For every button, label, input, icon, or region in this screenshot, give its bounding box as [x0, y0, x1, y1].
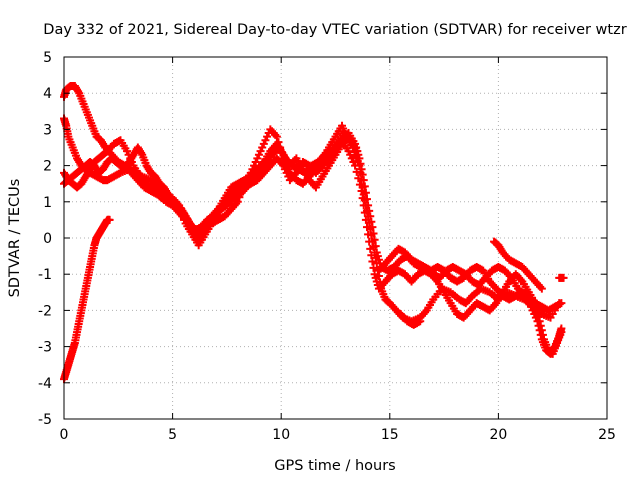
data-point — [359, 201, 368, 210]
data-point — [367, 217, 376, 226]
data-point — [272, 132, 281, 141]
data-point — [364, 230, 373, 239]
series-2 — [60, 81, 566, 358]
data-point — [360, 208, 369, 217]
x-tick-label: 25 — [598, 427, 616, 443]
y-axis-label: SDTVAR / TECUs — [7, 179, 23, 298]
data-point — [365, 206, 374, 215]
data-point — [360, 182, 369, 191]
data-point — [371, 242, 380, 251]
axis-ticks: 0 5 10 15 20 25 -5 -4 -3 -2 -1 0 1 2 3 4 5 — [38, 50, 616, 443]
data-point — [532, 303, 541, 312]
data-point — [357, 165, 366, 174]
data-point — [533, 308, 542, 317]
data-point — [358, 170, 367, 179]
y-tick-label: -2 — [38, 303, 52, 319]
y-tick-label: 4 — [43, 86, 52, 102]
y-tick-label: 5 — [43, 50, 52, 66]
series-4 — [60, 129, 362, 235]
y-tick-label: -4 — [38, 376, 52, 392]
data-point — [355, 180, 364, 189]
data-point — [367, 251, 376, 260]
data-point — [357, 186, 366, 195]
x-axis-label: GPS time / hours — [274, 458, 395, 474]
y-tick-label: 3 — [43, 122, 52, 138]
data-point — [355, 154, 364, 163]
y-tick-label: -1 — [38, 267, 52, 283]
chart-title: Day 332 of 2021, Sidereal Day-to-day VTE… — [43, 22, 626, 38]
data-point — [356, 159, 365, 168]
y-tick-label: 0 — [43, 231, 52, 247]
series-8 — [490, 237, 546, 293]
x-tick-label: 15 — [381, 427, 399, 443]
x-tick-label: 5 — [168, 427, 177, 443]
data-point — [416, 317, 425, 326]
data-point — [369, 263, 378, 272]
data-point — [105, 215, 114, 224]
series-7 — [396, 310, 425, 329]
data-point — [366, 212, 375, 221]
data-point — [557, 328, 566, 337]
y-tick-label: 1 — [43, 195, 52, 211]
data-layer — [60, 81, 568, 384]
data-point — [352, 167, 361, 176]
data-point — [368, 257, 377, 266]
series-6 — [374, 244, 566, 358]
data-point — [537, 284, 546, 293]
data-point — [538, 330, 547, 339]
data-point — [366, 244, 375, 253]
data-point — [536, 321, 545, 330]
grid — [64, 57, 607, 419]
series-9 — [555, 273, 568, 282]
data-point — [365, 237, 374, 246]
data-point — [362, 223, 371, 232]
x-tick-label: 0 — [60, 427, 69, 443]
data-point — [535, 317, 544, 326]
data-point — [358, 194, 367, 203]
data-point — [354, 174, 363, 183]
data-point — [557, 299, 566, 308]
data-point — [359, 176, 368, 185]
data-point — [537, 326, 546, 335]
data-point — [534, 312, 543, 321]
y-tick-label: 2 — [43, 159, 52, 175]
data-point — [361, 188, 370, 197]
data-point — [370, 235, 379, 244]
y-tick-label: -5 — [38, 412, 52, 428]
series-1 — [60, 114, 564, 326]
data-point — [531, 299, 540, 308]
data-point — [559, 273, 568, 282]
plot-frame — [63, 56, 608, 420]
y-tick-label: -3 — [38, 340, 52, 356]
series-5 — [60, 215, 114, 384]
data-point — [353, 147, 362, 156]
x-tick-label: 10 — [272, 427, 290, 443]
data-point — [351, 161, 360, 170]
x-tick-label: 20 — [489, 427, 507, 443]
data-point — [361, 215, 370, 224]
